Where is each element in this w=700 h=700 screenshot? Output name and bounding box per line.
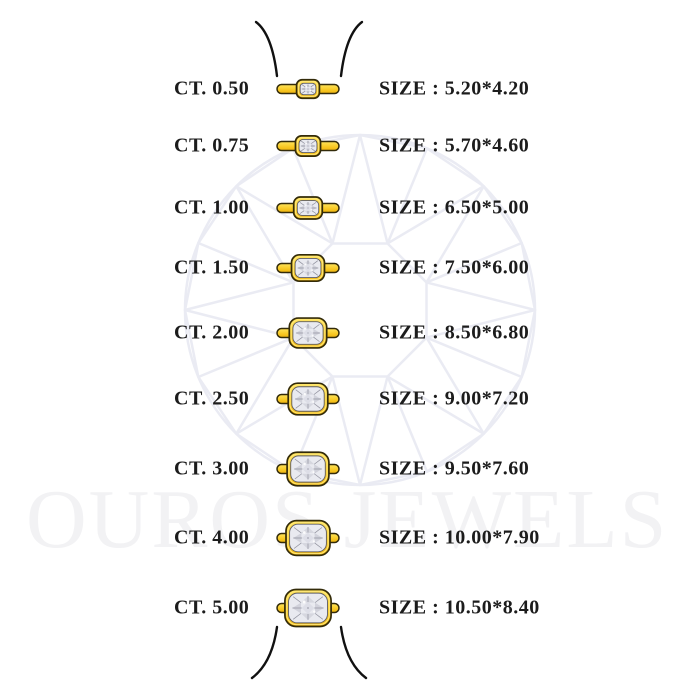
carat-label: CT. 0.50 <box>174 77 250 100</box>
carat-label: CT. 3.00 <box>174 457 250 480</box>
stone-size-label: SIZE : 9.00*7.20 <box>379 387 530 410</box>
carat-label: CT. 1.00 <box>174 196 250 219</box>
carat-label: CT. 0.75 <box>174 134 250 157</box>
carat-label: CT. 2.50 <box>174 387 250 410</box>
ring-illustration-wrap <box>243 313 373 353</box>
carat-label: CT. 4.00 <box>174 526 250 549</box>
ring-illustration <box>276 253 340 283</box>
carat-label: CT. 1.50 <box>174 256 250 279</box>
ring-illustration <box>276 317 340 349</box>
ring-illustration <box>276 588 340 628</box>
stone-size-label: SIZE : 5.20*4.20 <box>379 77 530 100</box>
stone-size-label: SIZE : 10.50*8.40 <box>379 596 540 619</box>
ring-illustration-wrap <box>243 131 373 161</box>
ring-illustration-wrap <box>243 447 373 490</box>
stone-size-label: SIZE : 6.50*5.00 <box>379 196 530 219</box>
ring-illustration-wrap <box>243 75 373 103</box>
stone-size-label: SIZE : 10.00*7.90 <box>379 526 540 549</box>
stone-size-label: SIZE : 9.50*7.60 <box>379 457 530 480</box>
stone-size-label: SIZE : 7.50*6.00 <box>379 256 530 279</box>
ring-illustration-wrap <box>243 585 373 632</box>
stone-size-label: SIZE : 5.70*4.60 <box>379 134 530 157</box>
ring-illustration-wrap <box>243 192 373 224</box>
carat-label: CT. 2.00 <box>174 321 250 344</box>
ring-illustration-wrap <box>243 250 373 286</box>
watermark: OUROS JEWELS <box>26 473 669 566</box>
ring-illustration-wrap <box>243 378 373 420</box>
ring-illustration <box>276 519 340 557</box>
ring-illustration <box>276 196 340 220</box>
ring-illustration <box>276 382 340 416</box>
ring-illustration <box>276 451 340 487</box>
ring-illustration <box>276 135 340 157</box>
ring-illustration <box>276 78 340 100</box>
carat-label: CT. 5.00 <box>174 596 250 619</box>
stone-size-label: SIZE : 8.50*6.80 <box>379 321 530 344</box>
ring-illustration-wrap <box>243 516 373 561</box>
